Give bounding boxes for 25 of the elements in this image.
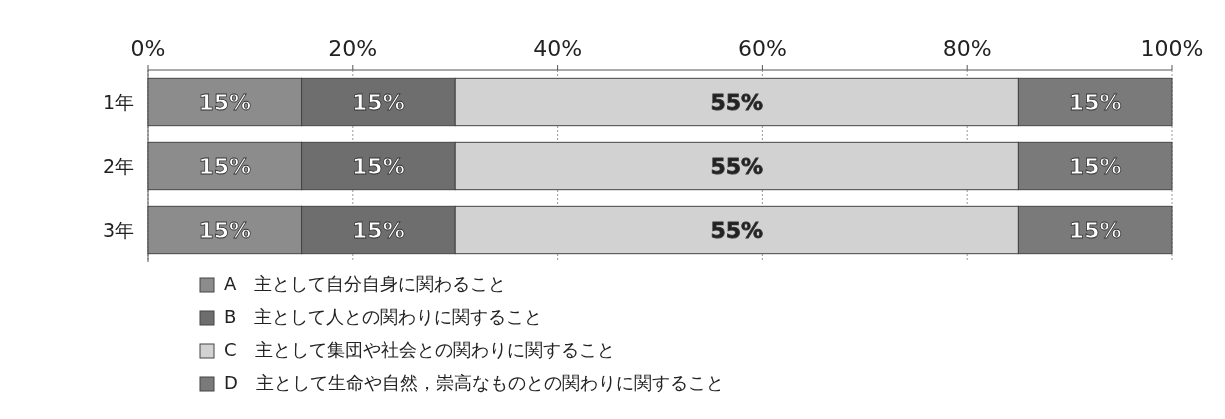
data-label: 15% (1068, 154, 1122, 179)
data-label: 15% (198, 154, 252, 179)
x-tick-label: 80% (942, 36, 992, 61)
legend-label: B 主として人との関わりに関すること (224, 306, 543, 327)
data-label: 15% (352, 154, 405, 179)
data-label: 55% (710, 90, 764, 115)
y-tick-label: 1年 (102, 91, 134, 113)
data-label: 15% (198, 218, 252, 243)
x-tick-label: 40% (533, 36, 583, 61)
legend-label: A 主として自分自身に関わること (224, 273, 507, 294)
data-label: 15% (1068, 90, 1122, 115)
y-tick-label: 3年 (102, 219, 134, 241)
legend-label: C 主として集団や社会との関わりに関すること (224, 339, 615, 360)
data-label: 15% (352, 90, 405, 115)
data-label: 55% (710, 218, 764, 243)
data-label: 15% (1068, 218, 1122, 243)
x-tick-label: 100% (1140, 36, 1204, 61)
x-tick-label: 60% (737, 36, 787, 61)
x-tick-label: 0% (130, 36, 166, 61)
y-tick-label: 2年 (102, 155, 134, 177)
data-label: 15% (352, 218, 405, 243)
data-label: 55% (710, 154, 764, 179)
x-tick-label: 20% (328, 36, 378, 61)
legend-label: D 主として生命や自然，崇高なものとの関わりに関すること (224, 372, 724, 393)
data-label: 15% (198, 90, 252, 115)
